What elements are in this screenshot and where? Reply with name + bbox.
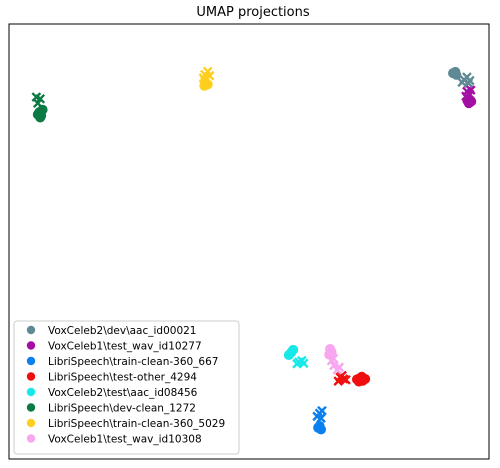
scatter-point-circle (314, 420, 325, 431)
legend-label: LibriSpeech\test-other_4294 (48, 371, 197, 383)
scatter-point-x (328, 353, 339, 364)
scatter-point-circle (35, 112, 46, 123)
series-6 (198, 66, 215, 91)
series-5 (31, 92, 48, 123)
scatter-point-circle (37, 104, 48, 115)
legend-marker (26, 434, 36, 443)
legend-marker (26, 372, 36, 381)
legend-label: VoxCeleb2\test\aac_id08456 (48, 387, 198, 399)
scatter-point-circle (199, 80, 210, 91)
legend-marker (26, 387, 36, 397)
series-4 (283, 344, 309, 369)
legend-marker (26, 341, 36, 350)
legend-marker (26, 403, 36, 412)
scatter-point-x (32, 98, 43, 109)
legend-label: VoxCeleb1\test_wav_id10277 (48, 340, 202, 352)
legend-label: VoxCeleb2\dev\aac_id00021 (48, 325, 197, 337)
scatter-point-circle (288, 344, 299, 355)
scatter-point-x (198, 73, 209, 83)
scatter-point-x (465, 85, 476, 95)
plot-frame (8, 23, 490, 460)
scatter-point-x (298, 358, 309, 369)
legend-marker (26, 325, 36, 335)
legend-label: VoxCeleb1\test_wav_id10308 (48, 433, 202, 445)
legend: VoxCeleb2\dev\aac_id00021 VoxCeleb1\test_… (13, 320, 240, 455)
scatter-point-circle (356, 371, 367, 382)
legend-entry: VoxCeleb1\test_wav_id10308 (26, 433, 202, 445)
scatter-point-x (316, 413, 326, 423)
scatter-point-x (333, 376, 344, 386)
legend-entry: LibriSpeech\test-other_4294 (26, 371, 197, 383)
chart-title: UMAP projections (196, 5, 310, 20)
scatter-point-x (334, 362, 345, 373)
legend-marker (26, 418, 36, 428)
series-2 (312, 405, 327, 435)
legend-label: LibriSpeech\dev-clean_1272 (48, 402, 196, 414)
legend-box (13, 320, 240, 455)
scatter-point-circle (451, 69, 462, 80)
legend-entry: LibriSpeech\dev-clean_1272 (26, 402, 196, 414)
legend-entry: VoxCeleb2\dev\aac_id00021 (26, 325, 197, 337)
legend-marker (26, 356, 36, 366)
points-layer (31, 66, 477, 435)
legend-label: LibriSpeech\train-clean-360_5029 (48, 418, 225, 430)
legend-entry: VoxCeleb2\test\aac_id08456 (26, 387, 198, 399)
series-3 (333, 370, 371, 387)
scatter-point-x (463, 78, 474, 89)
legend-entry: LibriSpeech\train-clean-360_5029 (26, 418, 225, 430)
series-0 (448, 66, 475, 89)
legend-entry: LibriSpeech\train-clean-360_667 (26, 356, 218, 368)
legend-entry: VoxCeleb1\test_wav_id10277 (26, 340, 202, 352)
series-1 (461, 85, 477, 109)
legend-label: LibriSpeech\train-clean-360_667 (48, 356, 218, 368)
series-7 (324, 343, 345, 375)
scatter-point-x (204, 70, 215, 81)
